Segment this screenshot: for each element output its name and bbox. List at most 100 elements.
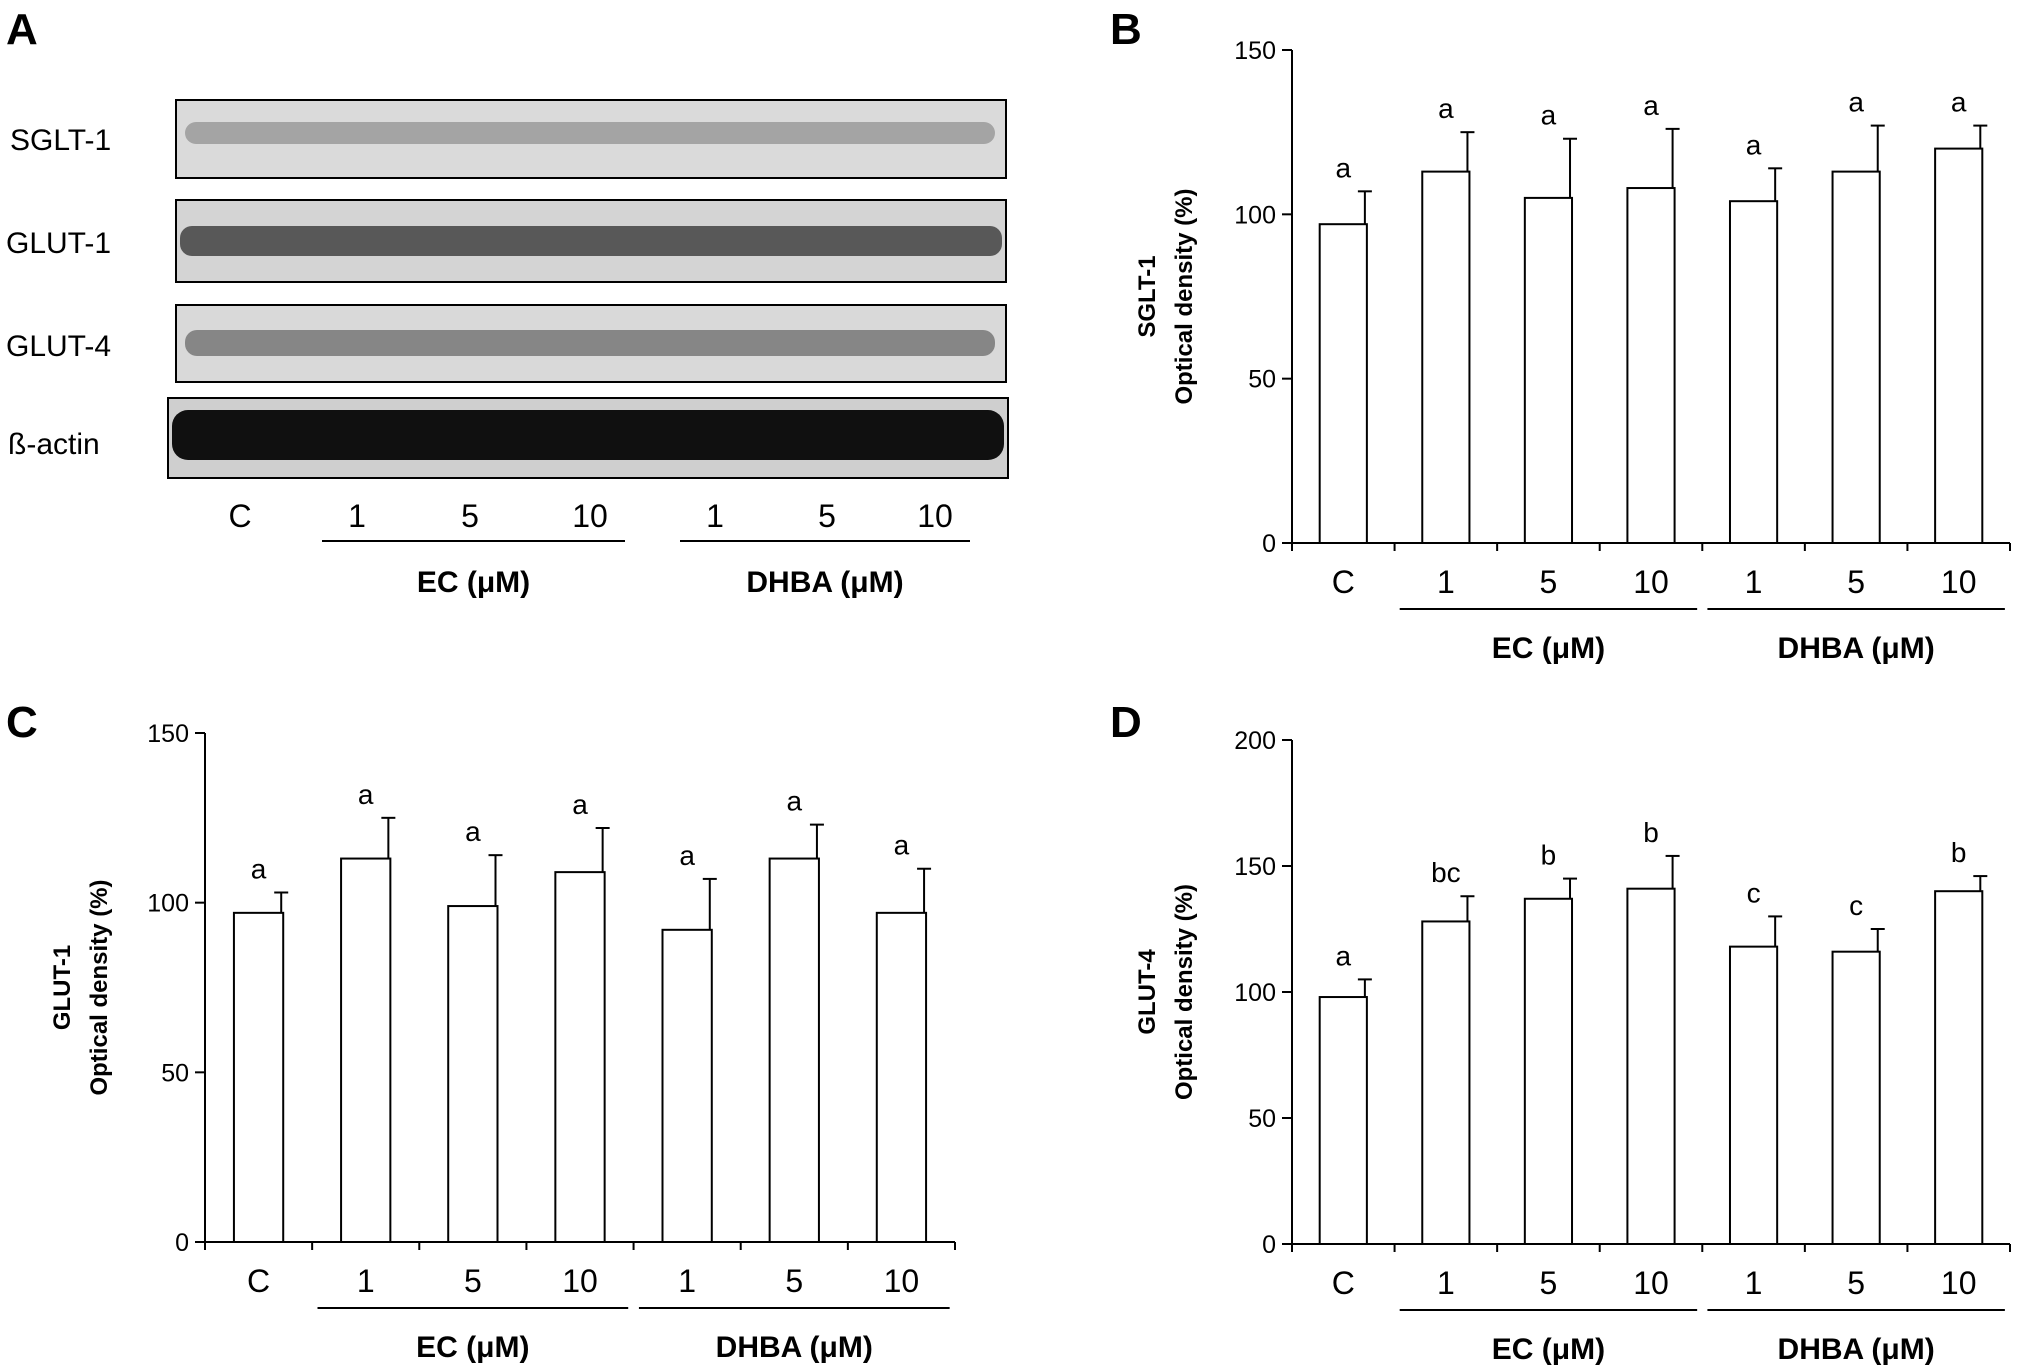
blot-lane-labels: C 1 5 10 1 5 10 (228, 498, 952, 534)
bar (875, 911, 928, 1243)
bar (1421, 920, 1471, 1245)
bar (1523, 196, 1574, 544)
bar (1934, 890, 1984, 1245)
group-label: EC (μM) (1492, 632, 1605, 665)
group-label: EC (μM) (1492, 1333, 1605, 1366)
panel-letter-a: A (6, 5, 38, 54)
category-label: 5 (464, 1263, 482, 1299)
significance-letter: a (572, 789, 588, 820)
significance-letter: b (1541, 840, 1557, 871)
significance-letter: a (894, 830, 910, 861)
blot-lane-label: 5 (818, 498, 836, 534)
panel-letter-b: B (1110, 5, 1142, 54)
y-axis-label-top: GLUT-1 (49, 945, 76, 1030)
bar (554, 871, 606, 1243)
y-tick-label: 50 (161, 1059, 189, 1087)
chart-panel-c: C 0 50 100 150 a Ca 1 a 5 a 10 a 1 a 5 a 10 EC (μM) DHBA (μ… (6, 698, 956, 1364)
significance-letter: a (679, 840, 695, 871)
significance-letter: bc (1431, 857, 1461, 888)
blot-lane-label: 1 (706, 498, 724, 534)
blot-band-sglt1: SGLT-1 (10, 99, 1007, 179)
significance-letter: c (1849, 890, 1863, 921)
bar (1728, 945, 1779, 1245)
blot-lane-label: 5 (461, 498, 479, 534)
band-label-sglt1: SGLT-1 (10, 124, 111, 157)
bar (1934, 147, 1984, 544)
significance-letter: a (1335, 940, 1351, 971)
significance-letter: a (1643, 90, 1659, 121)
y-axis-label-bottom: Optical density (%) (86, 879, 113, 1095)
category-label: 10 (1941, 564, 1977, 600)
significance-letter: a (1335, 152, 1351, 183)
significance-letter: a (1438, 93, 1454, 124)
bar (768, 857, 820, 1243)
blot-lane-label: 10 (917, 498, 953, 534)
y-tick-label: 150 (1234, 853, 1276, 881)
panel-letter-c: C (6, 698, 38, 747)
category-label: C (1332, 564, 1355, 600)
group-label: DHBA (μM) (1778, 1333, 1935, 1366)
category-label: 1 (1745, 1265, 1763, 1301)
category-label: 10 (1633, 1265, 1669, 1301)
y-tick-label: 150 (147, 720, 189, 748)
western-blot-panel: A SGLT-1 GLUT-1 GLUT-4 ß-actin C 1 5 10 1 5 10… (6, 5, 1009, 599)
y-axis-label-bottom: Optical density (%) (1171, 884, 1198, 1100)
bar (1318, 223, 1368, 544)
bar (1831, 170, 1881, 545)
blot-group-labels: EC (μM) DHBA (μM) (322, 540, 970, 599)
significance-letter: a (358, 779, 374, 810)
y-axis-label-bottom: Optical density (%) (1171, 188, 1198, 404)
chart-panel-d: D 0 50 100 150 200 a Cbc 1 b 5 b 10 c 1 c 5 b 10 EC (μM) DHB… (1110, 698, 2011, 1366)
y-axis-label-top: GLUT-4 (1134, 949, 1161, 1035)
category-label: C (247, 1263, 270, 1299)
category-label: 1 (1437, 1265, 1455, 1301)
blot-lane-label: 1 (348, 498, 366, 534)
bar (1318, 996, 1368, 1245)
category-label: 10 (1941, 1265, 1977, 1301)
bar (1728, 200, 1779, 544)
bar (447, 905, 499, 1243)
group-label: DHBA (μM) (1778, 632, 1935, 665)
y-tick-label: 100 (147, 890, 189, 918)
band-label-beta-actin: ß-actin (8, 428, 100, 461)
bar (1626, 887, 1676, 1245)
group-label: DHBA (μM) (716, 1331, 873, 1364)
y-tick-label: 150 (1234, 37, 1276, 65)
y-tick-label: 50 (1248, 1105, 1276, 1133)
bar (1421, 170, 1471, 545)
significance-letter: c (1747, 877, 1761, 908)
y-tick-label: 0 (1262, 1231, 1276, 1259)
group-label: EC (μM) (416, 1331, 529, 1364)
significance-letter: b (1643, 817, 1659, 848)
blot-lane-label: C (228, 498, 251, 534)
y-tick-label: 0 (175, 1229, 189, 1257)
category-label: 10 (562, 1263, 598, 1299)
chart-panel-b: B 0 50 100 150 a Ca 1 a 5 a 10 a 1 a 5 a 10 EC (μM) DHBA (μ… (1110, 5, 2011, 665)
y-tick-label: 100 (1234, 201, 1276, 229)
category-label: 5 (1540, 1265, 1558, 1301)
blot-group-label: EC (μM) (417, 566, 530, 599)
y-tick-label: 50 (1248, 366, 1276, 394)
bar (232, 911, 285, 1243)
bar (1523, 897, 1574, 1245)
bar (1626, 187, 1676, 544)
category-label: 1 (1745, 564, 1763, 600)
significance-letter: a (1951, 87, 1967, 118)
bar (661, 928, 713, 1244)
category-label: 1 (357, 1263, 375, 1299)
blot-band-glut1: GLUT-1 (6, 199, 1007, 283)
blot-lane-label: 10 (572, 498, 608, 534)
significance-letter: a (1541, 100, 1557, 131)
bar (1831, 950, 1881, 1245)
category-label: 5 (1847, 1265, 1865, 1301)
band-label-glut4: GLUT-4 (6, 330, 111, 363)
significance-letter: b (1951, 837, 1967, 868)
y-tick-label: 0 (1262, 530, 1276, 558)
significance-letter: a (465, 816, 481, 847)
category-label: C (1332, 1265, 1355, 1301)
category-label: 5 (1847, 564, 1865, 600)
blot-band-glut4: GLUT-4 (6, 304, 1007, 383)
category-label: 5 (785, 1263, 803, 1299)
blot-group-label: DHBA (μM) (746, 566, 903, 599)
